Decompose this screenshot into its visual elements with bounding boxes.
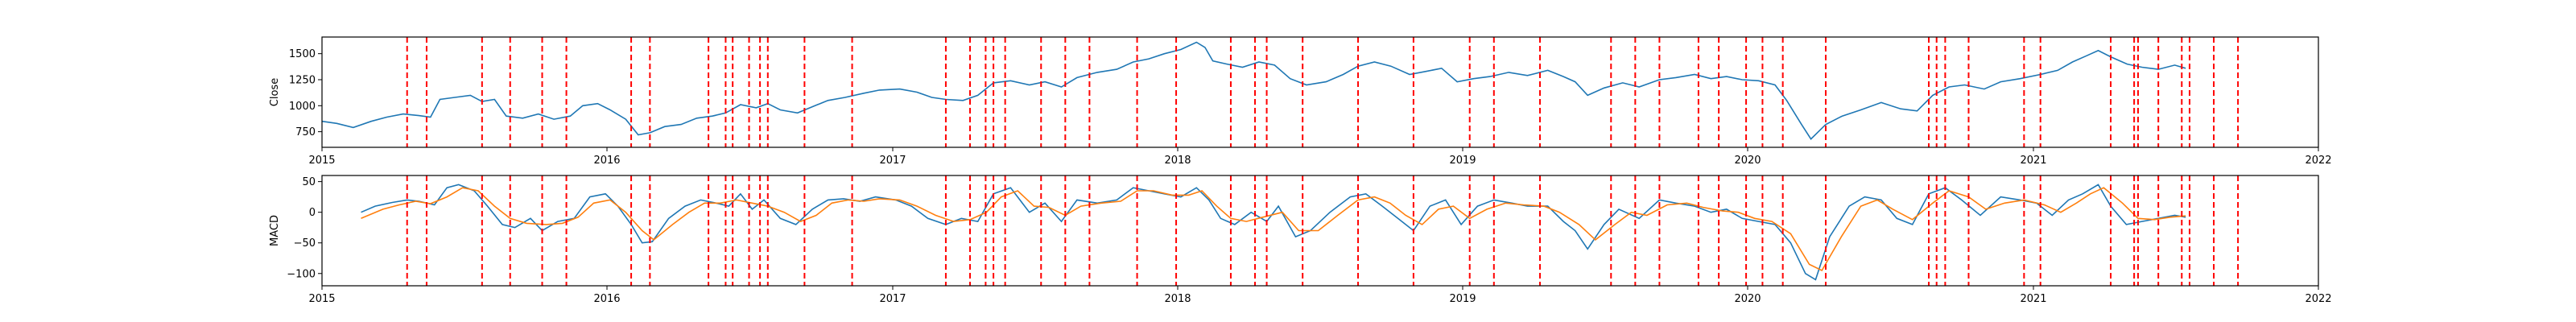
macd-x-tick-label: 2022 bbox=[2305, 293, 2331, 305]
close-y-tick-label: 1250 bbox=[289, 74, 316, 86]
close-x-tick-label: 2018 bbox=[1164, 155, 1191, 167]
close-x-tick-label: 2020 bbox=[1734, 155, 1761, 167]
close-y-tick-label: 750 bbox=[295, 126, 316, 138]
close-y-tick-label: 1000 bbox=[289, 101, 316, 113]
macd-x-tick-label: 2015 bbox=[308, 293, 335, 305]
macd-y-tick-label: −50 bbox=[294, 237, 316, 250]
macd-series-line-0 bbox=[361, 184, 2186, 281]
close-series-line-0 bbox=[322, 41, 2186, 140]
close-x-tick-label: 2019 bbox=[1449, 155, 1476, 167]
close-x-tick-label: 2015 bbox=[308, 155, 335, 167]
macd-x-tick-label: 2020 bbox=[1734, 293, 1761, 305]
close-panel: 2015 2016 2017 2018 2019 2020 2021 2022 750 1000 1… bbox=[269, 36, 2332, 167]
macd-axes-frame bbox=[321, 175, 2319, 287]
macd-x-tick-label: 2016 bbox=[593, 293, 620, 305]
close-y-tick-label: 1500 bbox=[289, 48, 316, 60]
close-x-tick-label: 2016 bbox=[593, 155, 620, 167]
macd-x-tick-label: 2019 bbox=[1449, 293, 1476, 305]
macd-x-tick-label: 2021 bbox=[2020, 293, 2046, 305]
macd-x-tick-label: 2018 bbox=[1164, 293, 1191, 305]
close-x-tick-label: 2021 bbox=[2020, 155, 2046, 167]
macd-y-tick-label: 0 bbox=[309, 207, 316, 219]
macd-x-tick-label: 2017 bbox=[879, 293, 906, 305]
macd-panel: 2015 2016 2017 2018 2019 2020 2021 2022 −100 −50 0… bbox=[269, 175, 2332, 305]
close-y-axis-label: Close bbox=[269, 78, 281, 106]
close-x-tick-label: 2022 bbox=[2305, 155, 2331, 167]
close-x-tick-label: 2017 bbox=[879, 155, 906, 167]
macd-y-tick-label: −100 bbox=[287, 268, 316, 280]
macd-y-tick-label: 50 bbox=[302, 176, 316, 188]
macd-y-axis-label: MACD bbox=[269, 215, 281, 246]
macd-series-line-1 bbox=[361, 187, 2186, 272]
close-axes-frame bbox=[321, 36, 2319, 148]
